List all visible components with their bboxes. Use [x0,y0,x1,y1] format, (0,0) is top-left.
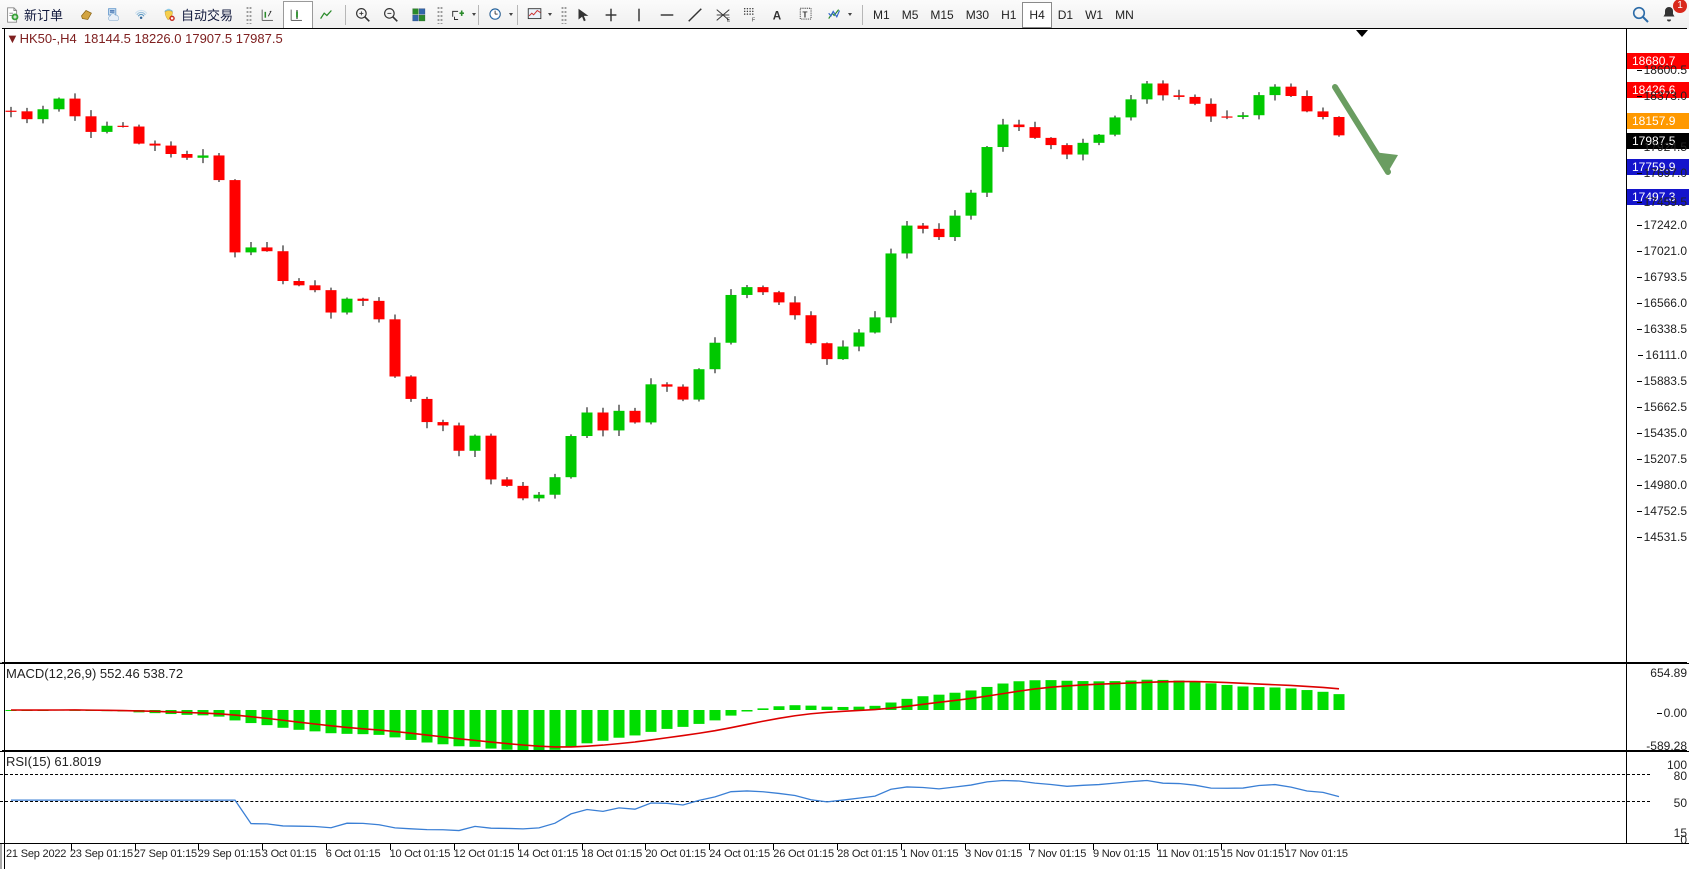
svg-text:T: T [803,10,808,19]
svg-text:A: A [773,9,782,22]
svg-text:E: E [727,17,731,23]
svg-text:F: F [752,17,756,23]
